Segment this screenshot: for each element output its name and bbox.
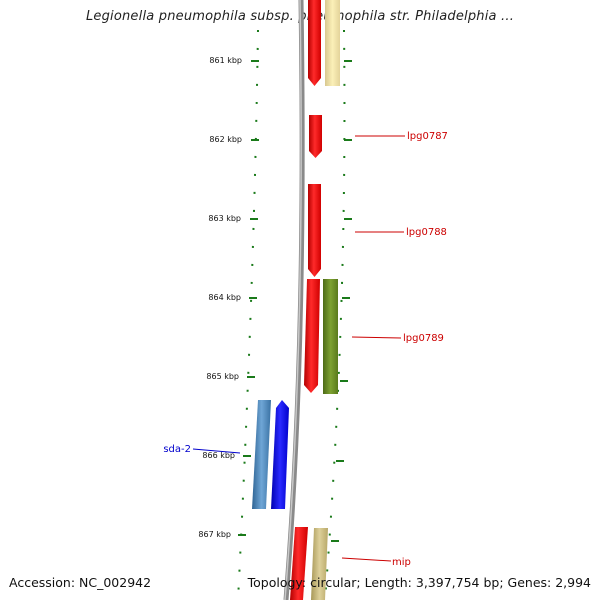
label-leaders xyxy=(192,135,405,562)
tick-label: 866 kbp xyxy=(202,451,235,460)
tick-label: 864 kbp xyxy=(208,293,241,302)
cds-feature xyxy=(311,528,328,600)
cds-feature xyxy=(290,527,308,600)
cds-feature xyxy=(325,0,340,86)
gene-label: lpg0789 xyxy=(403,333,444,344)
cds-feature xyxy=(271,400,289,509)
gene-label: sda-2 xyxy=(163,444,191,455)
genome-backbone xyxy=(283,0,305,600)
cds-reverse-track xyxy=(252,400,289,509)
tick-label: 861 kbp xyxy=(209,56,242,65)
cds-feature xyxy=(308,0,321,86)
gene-label: lpg0788 xyxy=(406,227,447,238)
outer-dot-ring xyxy=(237,29,259,600)
gene-label: lpg0787 xyxy=(407,131,448,142)
cds-feature xyxy=(252,400,271,509)
cds-feature xyxy=(304,279,320,393)
tick-marks xyxy=(238,60,352,542)
tick-label: 863 kbp xyxy=(208,214,241,223)
cds-feature xyxy=(308,184,321,277)
gene-labels: lpg0787 lpg0788 lpg0789 sda-2 mip xyxy=(163,131,448,568)
topology-text: Topology: circular; Length: 3,397,754 bp… xyxy=(247,575,591,590)
cds-other-track xyxy=(311,0,340,600)
tick-label: 867 kbp xyxy=(198,530,231,539)
accession-text: Accession: NC_002942 xyxy=(9,575,152,590)
cds-forward-track xyxy=(290,0,322,600)
gene-label: mip xyxy=(392,557,411,568)
tick-label: 865 kbp xyxy=(206,372,239,381)
tick-labels: 861 kbp 862 kbp 863 kbp 864 kbp 865 kbp … xyxy=(198,56,242,539)
tick-label: 862 kbp xyxy=(209,135,242,144)
cds-feature xyxy=(309,115,322,158)
cds-feature xyxy=(323,279,338,394)
